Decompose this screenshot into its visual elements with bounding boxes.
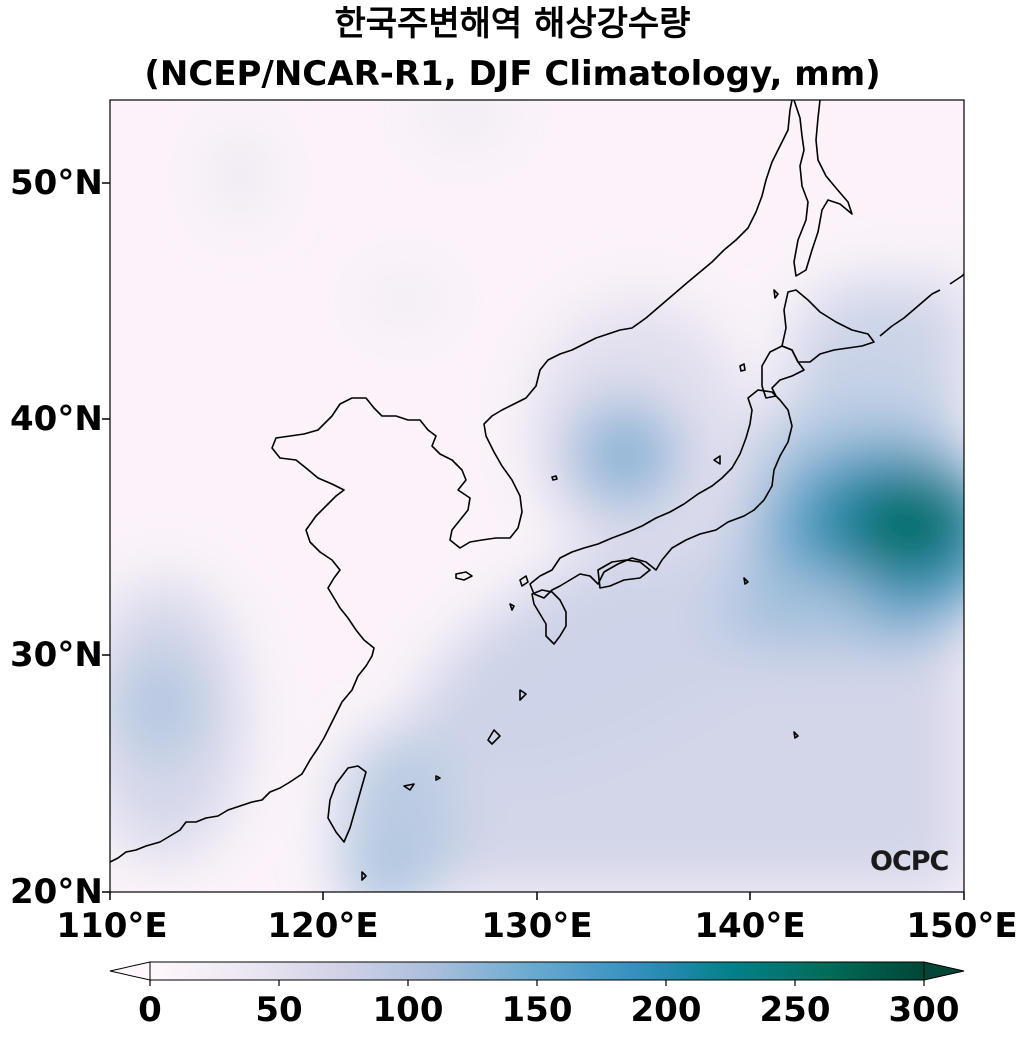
lat-label-50n: 50°N: [10, 163, 103, 203]
precipitation-field: [110, 100, 964, 892]
map-title-line-1: 한국주변해역 해상강수량: [334, 4, 691, 44]
lat-label-30n: 30°N: [10, 635, 103, 675]
colorbar-label-300: 300: [888, 990, 960, 1030]
colorbar-label-50: 50: [255, 990, 303, 1030]
lon-label-120e: 120°E: [267, 906, 379, 946]
map-title-line-2: (NCEP/NCAR-R1, DJF Climatology, mm): [144, 54, 881, 94]
lat-label-20n: 20°N: [10, 872, 103, 912]
lon-label-110e: 110°E: [56, 906, 168, 946]
colorbar-label-150: 150: [501, 990, 573, 1030]
lon-label-150e: 150°E: [906, 906, 1018, 946]
colorbar-label-200: 200: [630, 990, 702, 1030]
colorbar: [109, 961, 965, 986]
ocpc-logo: OCPC: [870, 846, 949, 877]
lon-label-140e: 140°E: [694, 906, 806, 946]
lon-label-130e: 130°E: [481, 906, 593, 946]
colorbar-label-250: 250: [759, 990, 831, 1030]
colorbar-label-100: 100: [372, 990, 444, 1030]
coastlines: [110, 100, 964, 881]
axis-ticks: [102, 182, 965, 900]
lat-label-40n: 40°N: [10, 399, 103, 439]
colorbar-label-0: 0: [138, 990, 162, 1030]
